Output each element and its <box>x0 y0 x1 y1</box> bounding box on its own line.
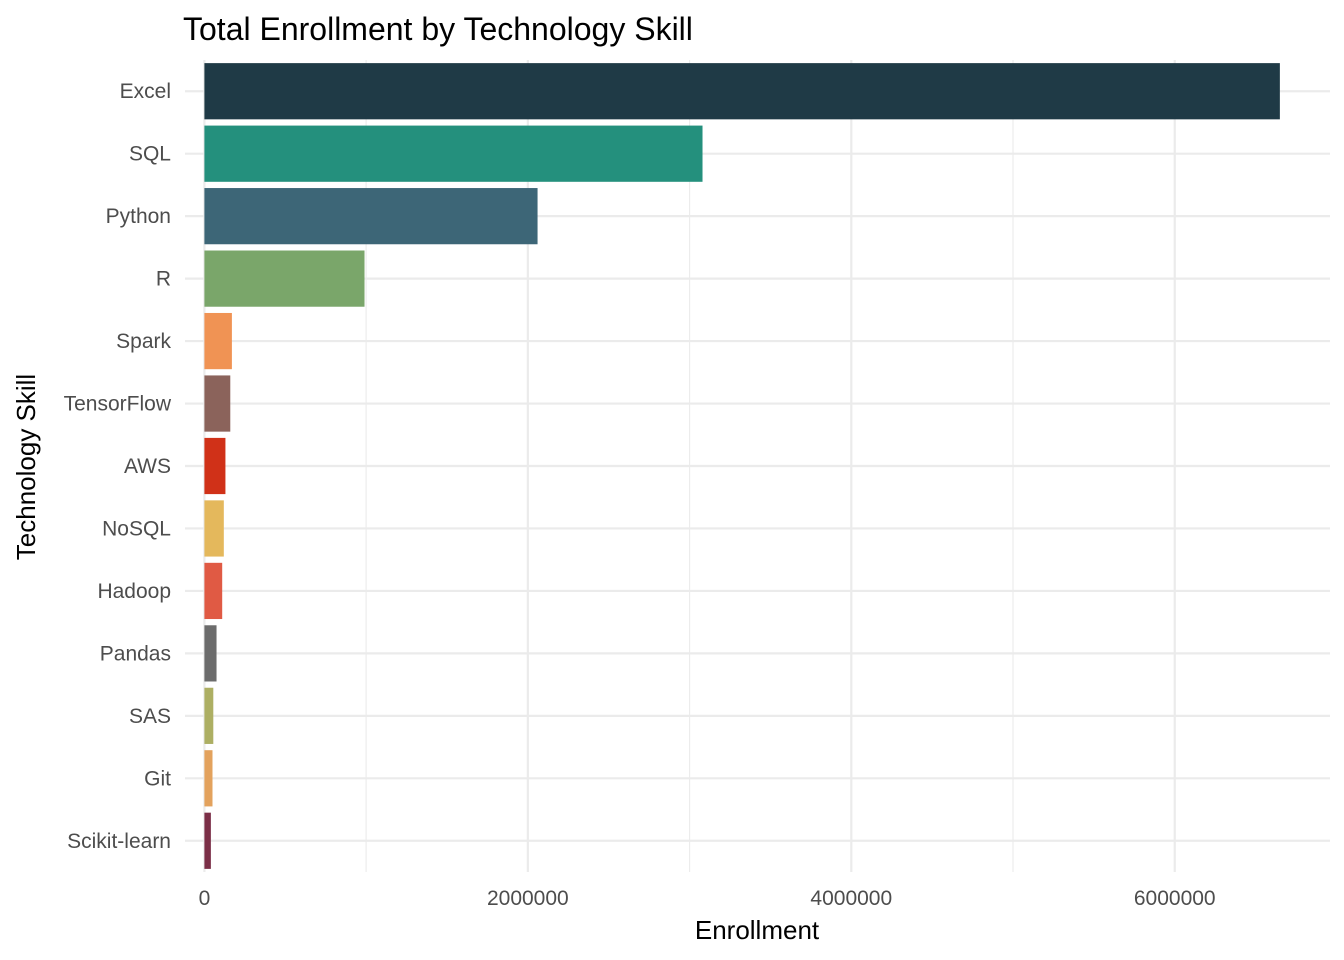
bar-spark <box>204 312 232 370</box>
x-tick-label: 6000000 <box>1134 887 1216 910</box>
y-tick-label: TensorFlow <box>64 393 172 416</box>
y-tick-label: NoSQL <box>102 517 171 540</box>
x-tick-labels: 0 2000000 4000000 6000000 <box>199 887 1216 910</box>
y-tick-label: Scikit-learn <box>67 830 171 853</box>
y-tick-labels: Excel SQL Python R Spark TensorFlow AWS NoSQL Ha… <box>64 80 172 853</box>
y-tick-label: SQL <box>129 143 171 166</box>
bar-scikit-learn <box>204 812 211 869</box>
y-tick-label: Git <box>144 767 171 790</box>
bar-hadoop <box>204 562 223 620</box>
y-tick-label: Spark <box>116 330 171 353</box>
y-tick-label: Hadoop <box>97 580 171 603</box>
bars-layer <box>204 63 1280 869</box>
y-tick-label: AWS <box>124 455 171 478</box>
y-axis-title: Technology Skill <box>11 374 41 560</box>
chart-title: Total Enrollment by Technology Skill <box>183 11 693 47</box>
bar-sql <box>204 125 703 182</box>
y-tick-label: SAS <box>129 705 171 728</box>
bar-r <box>204 250 365 307</box>
y-tick-label: Excel <box>120 80 171 103</box>
bar-excel <box>204 63 1280 120</box>
bar-tensorflow <box>204 375 231 432</box>
x-tick-label: 0 <box>199 887 211 910</box>
bar-pandas <box>204 625 217 682</box>
bar-python <box>204 188 538 245</box>
y-tick-label: Pandas <box>100 642 171 665</box>
bar-git <box>204 750 213 807</box>
bar-nosql <box>204 500 224 557</box>
bar-sas <box>204 687 214 744</box>
x-tick-label: 2000000 <box>487 887 569 910</box>
y-tick-label: Python <box>106 205 171 228</box>
x-axis-title: Enrollment <box>695 915 820 945</box>
y-tick-label: R <box>156 268 171 291</box>
x-tick-label: 4000000 <box>810 887 892 910</box>
bar-aws <box>204 437 226 495</box>
